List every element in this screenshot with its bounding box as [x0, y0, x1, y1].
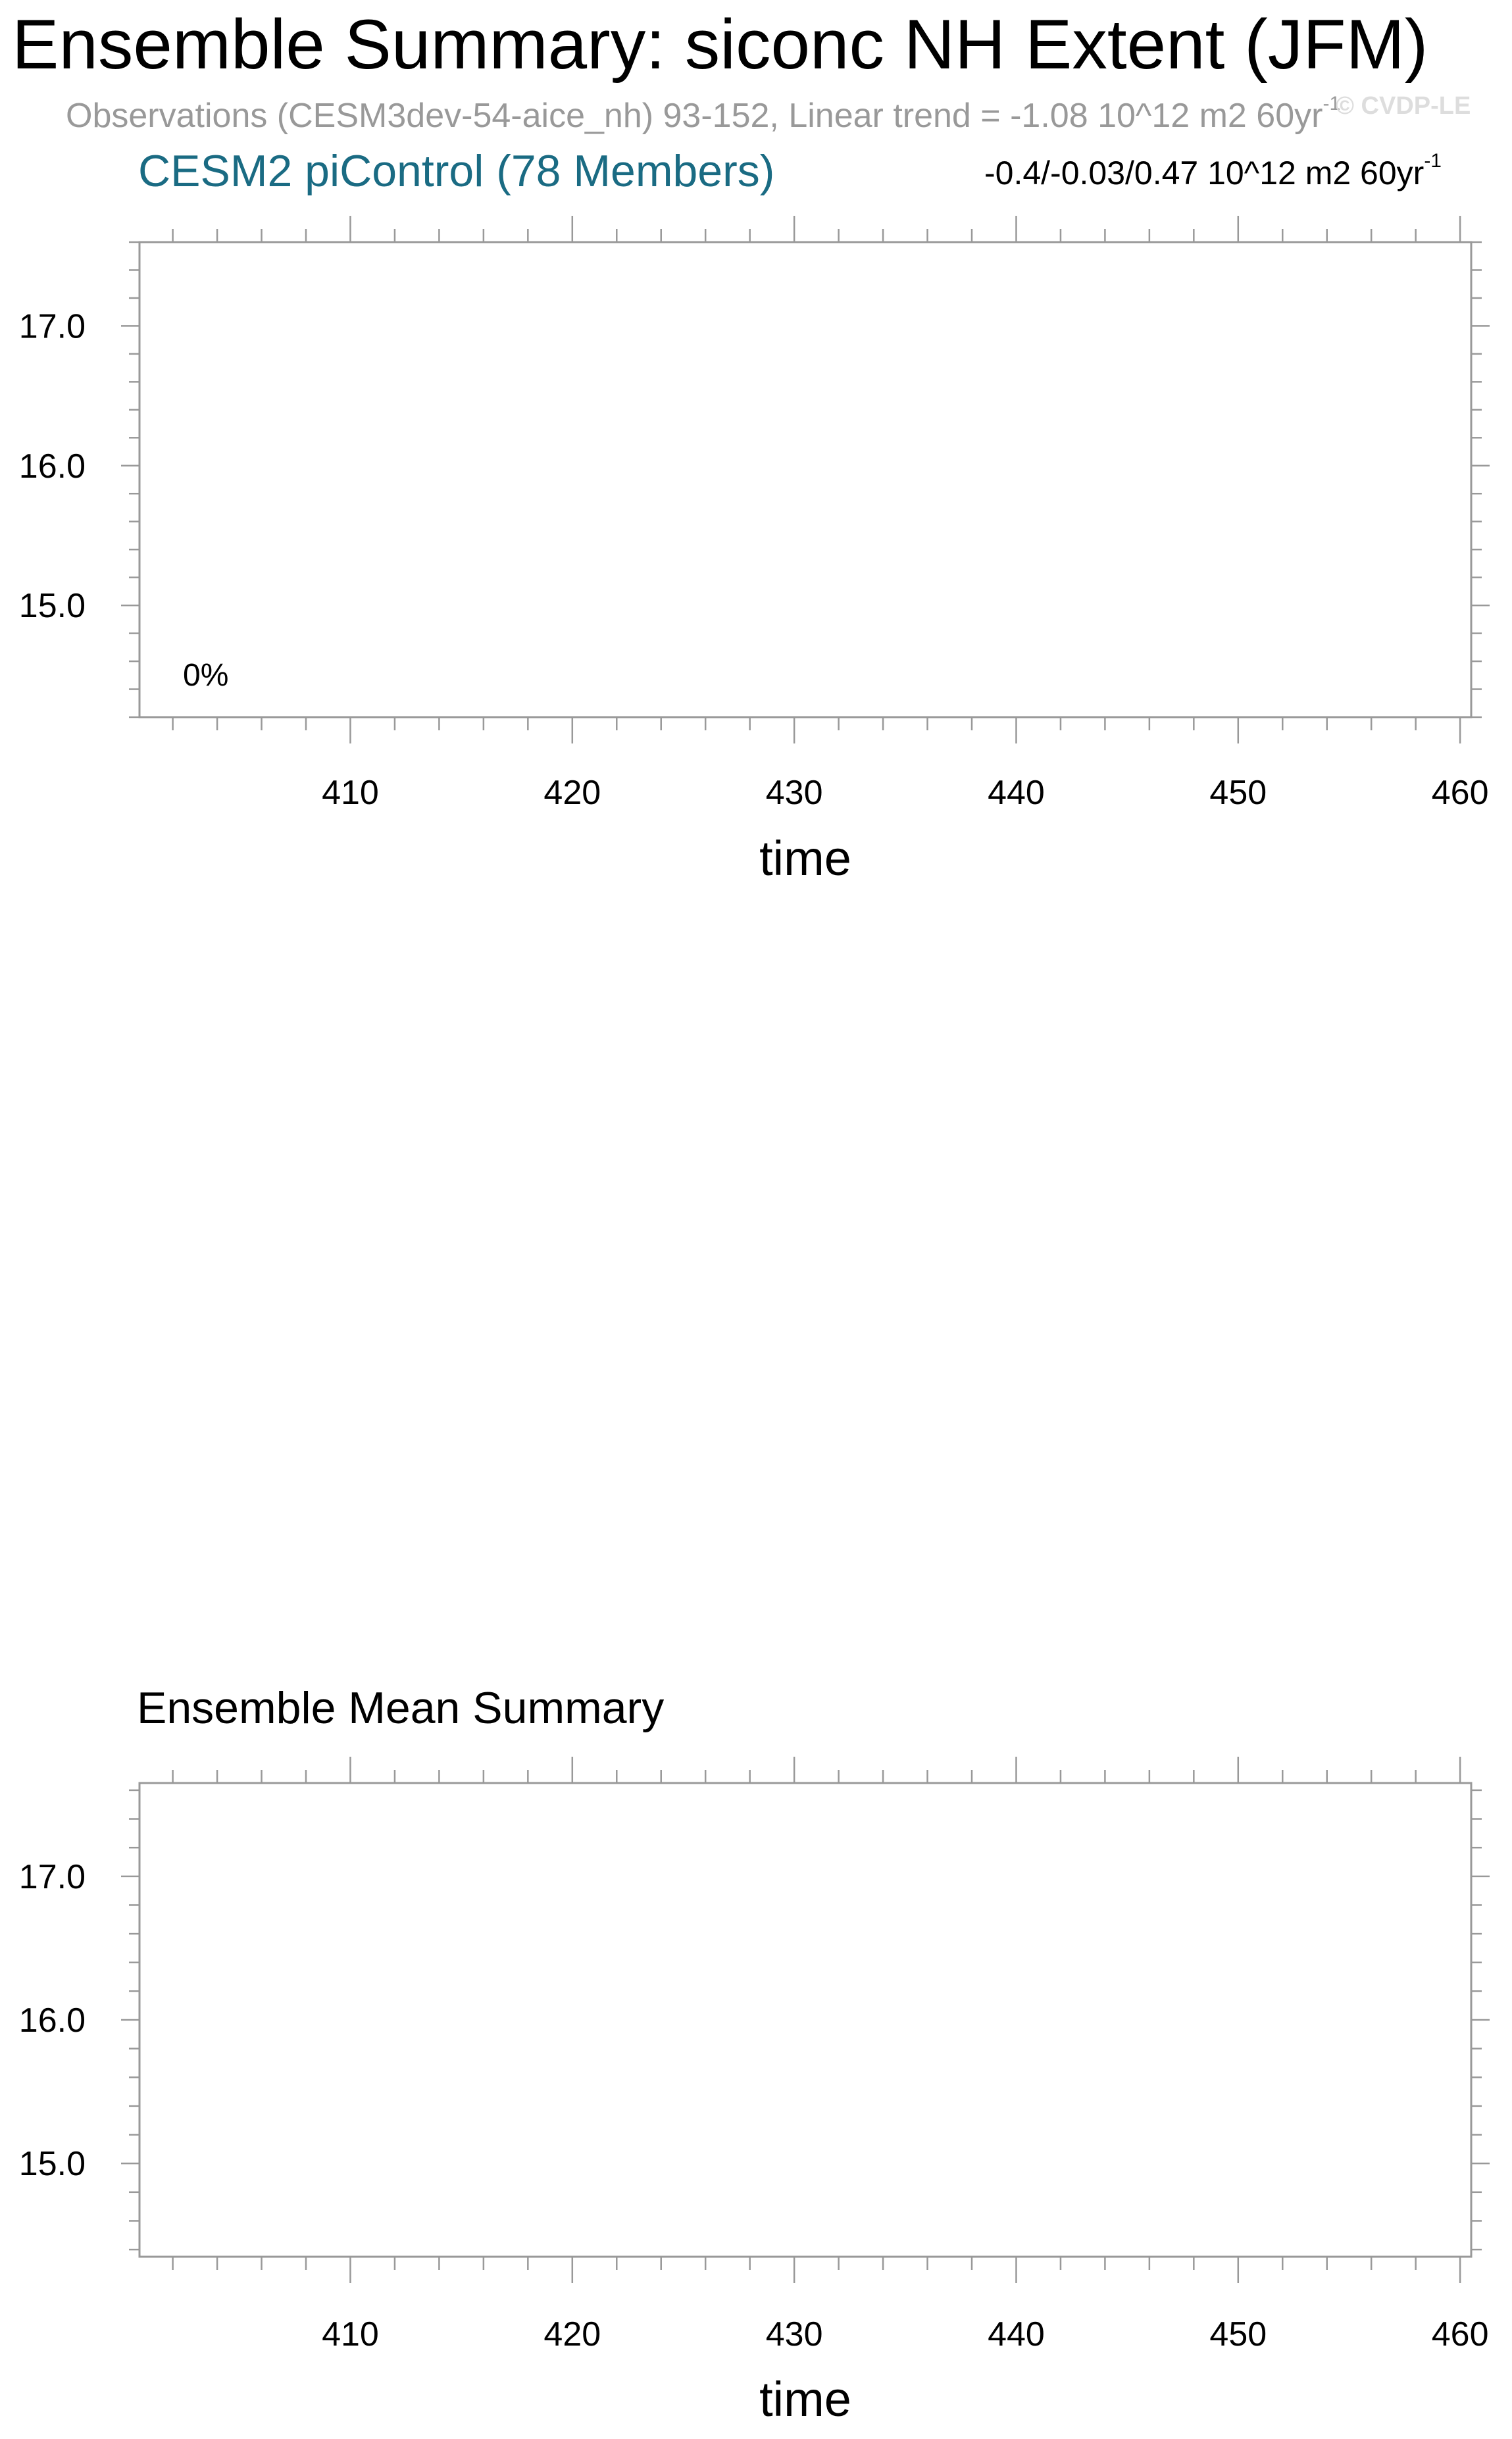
top-panel-x-tick-label: 440 [988, 774, 1045, 812]
bottom-panel-y-tick-label: 16.0 [19, 2001, 86, 2040]
page-title: Ensemble Summary: siconc NH Extent (JFM) [12, 5, 1428, 84]
top-panel-frame [138, 241, 1473, 718]
top-panel-trend-range: -0.4/-0.03/0.47 10^12 m2 60yr-1 [984, 151, 1442, 191]
observations-trend-text: Observations (CESM3dev-54-aice_nh) 93-15… [66, 93, 1340, 135]
observations-trend-exponent: -1 [1323, 92, 1341, 114]
bottom-panel-x-tick-label: 410 [322, 2315, 379, 2353]
top-panel-y-tick-label: 15.0 [19, 587, 86, 625]
trend-range-label: -0.4/-0.03/0.47 10^12 m2 60yr [984, 155, 1424, 191]
bottom-panel-x-tick-label: 460 [1432, 2315, 1489, 2353]
bottom-panel-x-tick-label: 420 [543, 2315, 601, 2353]
top-panel-x-tick-label: 460 [1432, 774, 1489, 812]
top-panel-x-tick-label: 430 [766, 774, 823, 812]
top-panel-x-tick-label: 420 [543, 774, 601, 812]
top-panel-x-tick-label: 410 [322, 774, 379, 812]
bottom-panel-x-tick-label: 450 [1209, 2315, 1267, 2353]
top-panel-y-tick-label: 16.0 [19, 447, 86, 486]
top-panel-percent-annotation: 0% [183, 658, 228, 693]
top-panel-y-tick-label: 17.0 [19, 307, 86, 345]
bottom-panel-y-tick-label: 15.0 [19, 2145, 86, 2183]
top-panel-x-tick-label: 450 [1209, 774, 1267, 812]
bottom-panel-frame [138, 1782, 1473, 2258]
copyright-watermark: © CVDP-LE [1336, 92, 1471, 120]
bottom-panel-x-axis-title: time [759, 2372, 851, 2426]
top-panel-x-axis-title: time [759, 831, 851, 886]
bottom-panel-x-tick-label: 440 [988, 2315, 1045, 2353]
trend-range-exponent: -1 [1424, 150, 1442, 172]
bottom-panel-x-tick-label: 430 [766, 2315, 823, 2353]
top-panel-title: CESM2 piControl (78 Members) [138, 146, 775, 196]
bottom-panel-title: Ensemble Mean Summary [137, 1683, 665, 1733]
observations-trend-label: Observations (CESM3dev-54-aice_nh) 93-15… [66, 97, 1323, 135]
bottom-panel-y-tick-label: 17.0 [19, 1858, 86, 1896]
